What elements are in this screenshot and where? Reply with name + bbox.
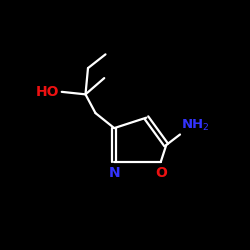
Text: NH$_2$: NH$_2$ [181,118,210,133]
Text: O: O [155,166,167,180]
Text: N: N [108,166,120,180]
Text: HO: HO [36,85,59,99]
